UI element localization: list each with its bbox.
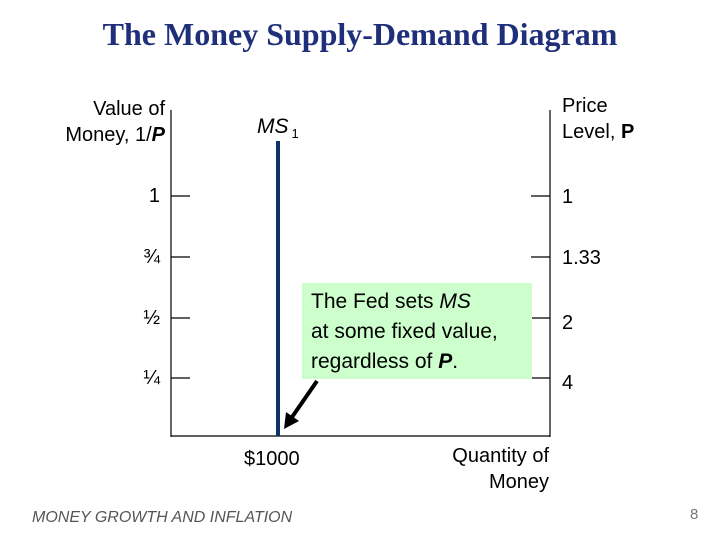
left-axis-label-line1: Value of (93, 98, 165, 120)
left-tick-label: ¼ (143, 367, 160, 389)
text: . (452, 350, 459, 373)
text: regardless of (311, 350, 439, 373)
label-var: P (151, 124, 165, 146)
left-tick-label: ½ (143, 307, 160, 329)
right-tick-label: 1 (562, 186, 574, 208)
right-axis-label: Price Level, P (562, 93, 634, 145)
ms-name: MS (257, 115, 289, 138)
callout-box: The Fed sets MS at some fixed value, reg… (302, 283, 532, 379)
footer: MONEY GROWTH AND INFLATION (32, 509, 293, 526)
left-tick-label: ¾ (143, 246, 160, 268)
page-number: 8 (690, 506, 699, 523)
x-axis-label-line1: Quantity of (452, 445, 549, 467)
right-tick-label: 1.33 (562, 247, 601, 269)
right-axis-label-line1: Price (562, 95, 608, 117)
callout-arrow (288, 379, 319, 422)
callout-line2: at some fixed value, (311, 320, 498, 343)
ms-curve-label: MS 1 (257, 114, 299, 147)
x-axis-label: Quantity of Money (420, 443, 549, 495)
callout-line1: The Fed sets MS (311, 287, 532, 317)
label-text: Money, 1/ (65, 124, 152, 146)
right-tick-label: 2 (562, 312, 574, 334)
var: MS (439, 290, 471, 313)
text: The Fed sets (311, 290, 440, 313)
right-axis-label-line2: Level, P (562, 119, 634, 145)
left-axis-label-line2: Money, 1/P (40, 122, 165, 148)
slide-title: The Money Supply-Demand Diagram (102, 16, 618, 52)
right-tick-label: 4 (562, 372, 574, 394)
quantity-label: $1000 (244, 448, 300, 470)
label-text: Level, (562, 121, 621, 143)
left-tick-label: 1 (148, 185, 160, 207)
arrow-head (284, 412, 299, 429)
var: P (438, 350, 453, 373)
x-axis-label-line2: Money (488, 471, 549, 493)
ms-subscript: 1 (291, 126, 299, 142)
left-axis-label: Value of Money, 1/P (40, 96, 165, 148)
callout-line3: regardless of P. (311, 347, 532, 377)
label-var: P (620, 121, 635, 143)
